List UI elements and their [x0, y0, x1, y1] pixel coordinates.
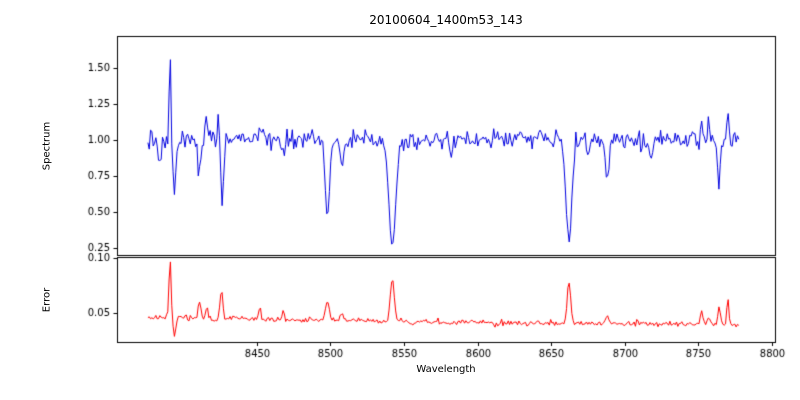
x-axis-label: Wavelength — [416, 364, 476, 375]
error-y-axis-label: Error — [41, 287, 53, 313]
spectrum-y-axis-label: Spectrum — [41, 121, 53, 171]
chart-title: 20100604_1400m53_143 — [369, 13, 523, 27]
